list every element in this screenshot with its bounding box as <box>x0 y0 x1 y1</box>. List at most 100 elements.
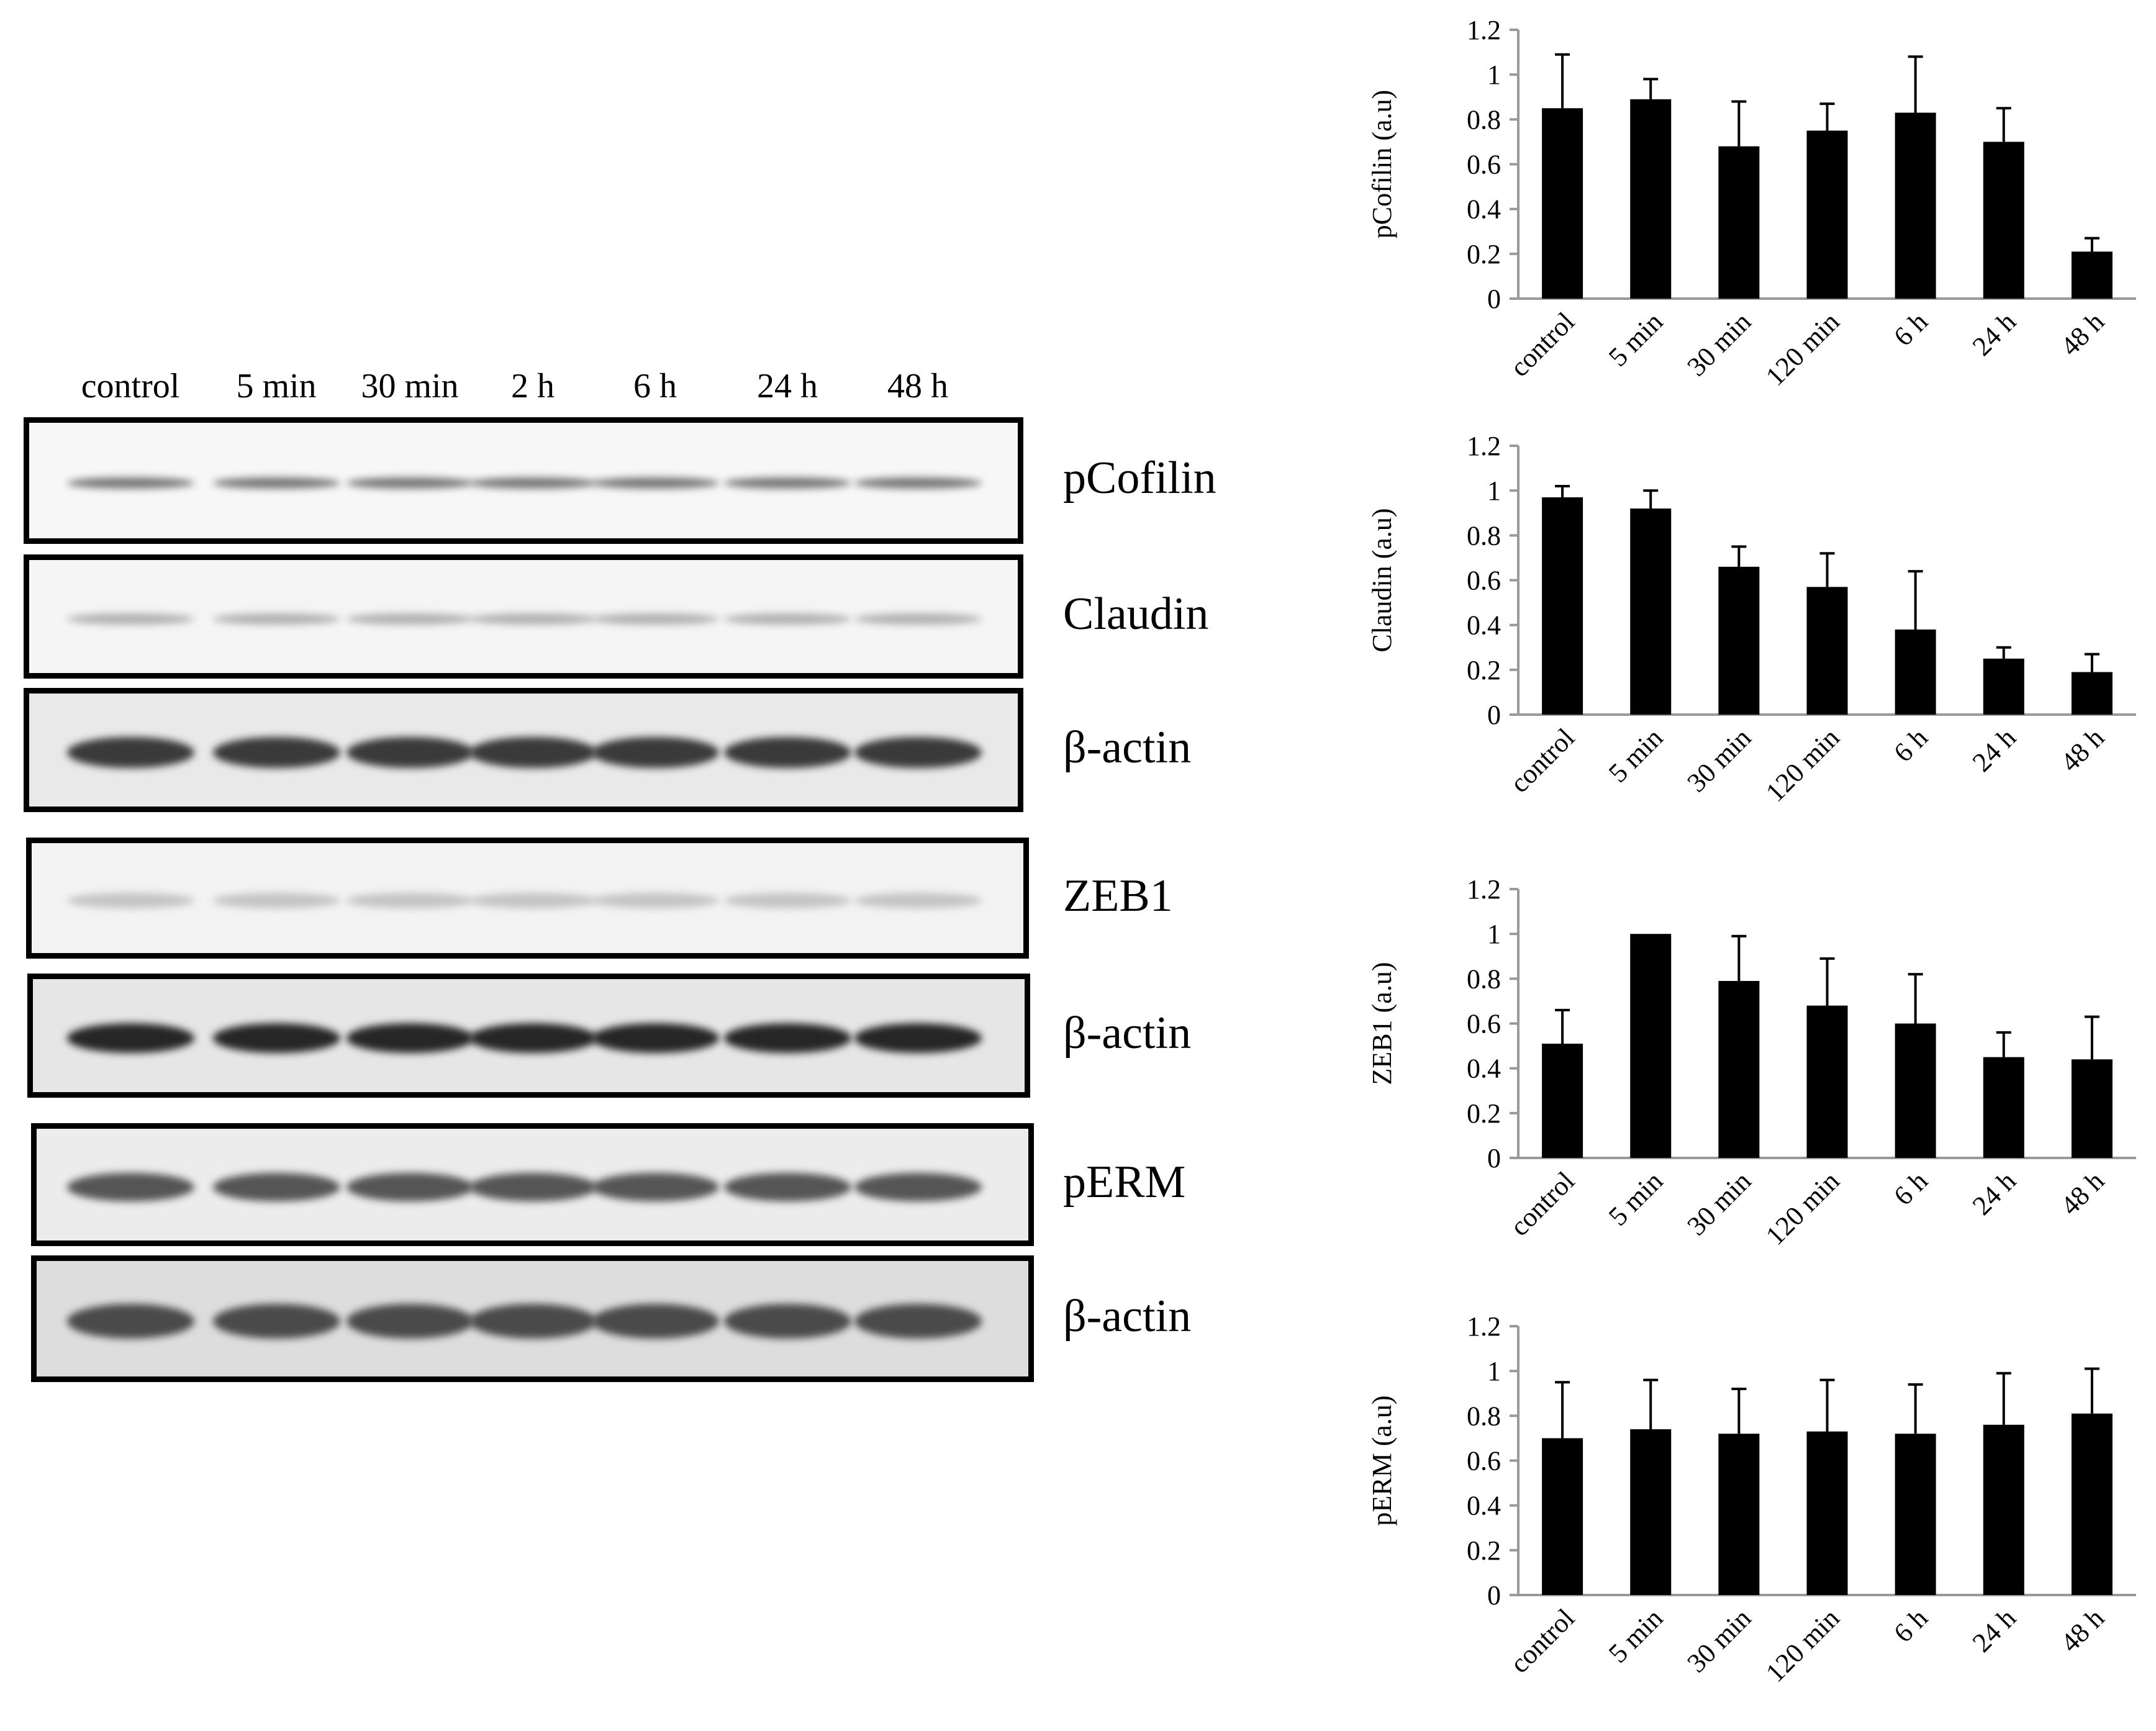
y-tick-label: 0.8 <box>1467 964 1501 994</box>
bar <box>1542 108 1583 299</box>
y-tick-label: 0.4 <box>1467 194 1501 225</box>
blot-band <box>723 893 851 908</box>
blot-band <box>212 1172 340 1202</box>
blot-panel-label: pERM <box>1063 1157 1186 1208</box>
blot-band <box>346 736 474 769</box>
blot-band <box>66 1023 194 1053</box>
bar-chart: 0 0.2 0.4 0.6 0.8 1 1.2 pERM (a.u) control 5 min 3… <box>1367 1311 2136 1688</box>
y-tick-label: 1 <box>1487 60 1501 90</box>
y-tick-label: 1.2 <box>1467 431 1501 461</box>
bar <box>1983 658 2024 715</box>
y-tick-label: 1.2 <box>1467 15 1501 45</box>
blot-band <box>854 613 982 625</box>
bar <box>1542 1043 1583 1158</box>
x-tick-label: 120 min <box>1760 1602 1845 1688</box>
blot-band <box>854 893 982 908</box>
blot-band <box>66 893 194 908</box>
y-tick-label: 0.6 <box>1467 150 1501 180</box>
bar <box>1806 1431 1848 1595</box>
blot-band <box>212 893 340 908</box>
y-tick-label: 0.4 <box>1467 610 1501 641</box>
x-tick-label: 6 h <box>1888 1165 1934 1211</box>
blot-panel-label: pCofilin <box>1063 453 1216 504</box>
blot-panel-label: ZEB1 <box>1063 870 1173 921</box>
bar-chart: 0 0.2 0.4 0.6 0.8 1 1.2 pCofilin (a.u) control 5 … <box>1367 15 2136 392</box>
y-tick-label: 0.2 <box>1467 1535 1501 1566</box>
y-axis-label: ZEB1 (a.u) <box>1367 962 1397 1085</box>
bar <box>1806 130 1848 299</box>
y-axis-label: pCofilin (a.u) <box>1367 90 1397 239</box>
bar <box>1718 566 1760 715</box>
blot-band <box>723 1023 851 1053</box>
blot-band <box>66 477 194 489</box>
x-tick-label: 30 min <box>1681 1602 1757 1678</box>
blot-band <box>854 1172 982 1202</box>
y-tick-label: 0.8 <box>1467 1401 1501 1431</box>
y-tick-label: 0.2 <box>1467 239 1501 269</box>
blot-panel <box>27 974 1030 1098</box>
blot-band <box>723 736 851 769</box>
x-tick-label: 48 h <box>2055 306 2110 361</box>
blot-band <box>723 477 851 489</box>
y-tick-label: 0 <box>1487 1580 1501 1611</box>
blot-band <box>469 477 597 489</box>
y-tick-label: 0.2 <box>1467 1098 1501 1129</box>
x-tick-label: 5 min <box>1603 722 1669 788</box>
blot-band <box>346 1172 474 1202</box>
bar-chart: 0 0.2 0.4 0.6 0.8 1 1.2 ZEB1 (a.u) control 5 min 3… <box>1367 874 2136 1251</box>
blot-panel <box>24 417 1023 544</box>
blot-band <box>212 736 340 769</box>
blot-band <box>469 1304 597 1339</box>
blot-band <box>346 1304 474 1339</box>
y-tick-label: 1 <box>1487 919 1501 949</box>
x-tick-label: 48 h <box>2055 1602 2110 1658</box>
blot-panel-label: β-actin <box>1063 1291 1192 1342</box>
bar <box>2071 672 2113 715</box>
bar <box>1542 497 1583 715</box>
blot-band <box>66 1172 194 1202</box>
x-tick-label: 120 min <box>1760 306 1845 391</box>
y-tick-label: 0.2 <box>1467 655 1501 685</box>
x-tick-label: 6 h <box>1888 722 1934 768</box>
x-tick-label: control <box>1504 1602 1580 1679</box>
y-axis-label: Claudin (a.u) <box>1367 508 1397 652</box>
bar <box>2071 251 2113 299</box>
blot-band <box>346 477 474 489</box>
y-tick-label: 1 <box>1487 476 1501 506</box>
x-tick-label: 6 h <box>1888 1602 1934 1648</box>
blot-band <box>591 1023 719 1053</box>
blot-band <box>723 1172 851 1202</box>
blot-panel <box>26 838 1029 959</box>
blot-panel <box>31 1123 1034 1246</box>
bar <box>1630 99 1672 299</box>
bar <box>1983 142 2024 299</box>
x-tick-label: 24 h <box>1967 1165 2022 1221</box>
bar <box>1718 146 1760 299</box>
y-tick-label: 1.2 <box>1467 1311 1501 1342</box>
bar <box>1718 980 1760 1158</box>
blot-band <box>854 736 982 769</box>
lane-label: 2 h <box>511 367 555 405</box>
lane-label: 30 min <box>361 367 459 405</box>
x-tick-label: 6 h <box>1888 306 1934 352</box>
x-tick-label: 30 min <box>1681 1165 1757 1241</box>
bar <box>1718 1434 1760 1595</box>
x-tick-label: 120 min <box>1760 722 1845 807</box>
x-tick-label: 24 h <box>1967 722 2022 777</box>
lane-label: 48 h <box>887 367 948 405</box>
blot-band <box>469 1172 597 1202</box>
y-tick-label: 0 <box>1487 700 1501 730</box>
bar <box>2071 1059 2113 1158</box>
x-tick-label: 30 min <box>1681 722 1757 798</box>
bar <box>1542 1438 1583 1595</box>
blot-band <box>66 1304 194 1339</box>
blot-band <box>212 477 340 489</box>
lane-label: 5 min <box>236 367 317 405</box>
blot-band <box>591 736 719 769</box>
blot-band <box>346 1023 474 1053</box>
blot-panel <box>31 1255 1034 1382</box>
bar <box>1983 1057 2024 1158</box>
x-tick-label: 24 h <box>1967 1602 2022 1658</box>
x-tick-label: control <box>1504 722 1580 798</box>
blot-band <box>723 613 851 625</box>
